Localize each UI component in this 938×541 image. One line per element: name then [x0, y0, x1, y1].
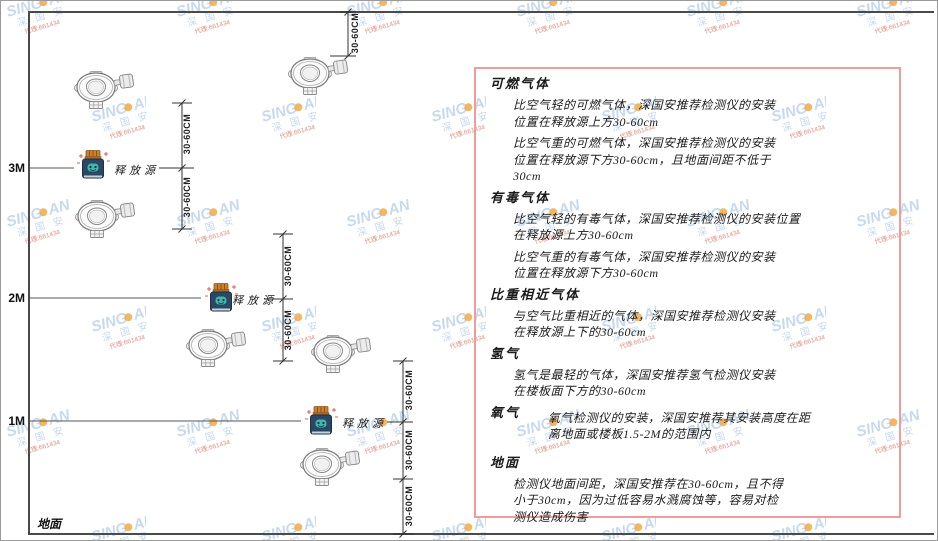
- dim-label-30-60cm: 30-60CM: [404, 429, 414, 471]
- text-line: 比空气轻的可燃气体，深国安推荐检测仪的安装: [513, 98, 776, 112]
- text-line: 与空气比重相近的气体，深国安推荐检测仪安装: [513, 308, 776, 323]
- section-combustible-gas: 可燃气体 比空气轻的可燃气体，深国安推荐检测仪的安装 位置在释放源上方30-60…: [490, 76, 885, 185]
- release-source-icon: [303, 406, 339, 437]
- text-line: 位置在释放源下方30-60cm: [513, 266, 659, 280]
- text-line: 在释放源上下的30-60cm: [513, 325, 646, 339]
- section-heading: 有毒气体: [490, 189, 551, 205]
- gas-detector-icon: [311, 335, 373, 373]
- paragraph: 与空气比重相近的气体，深国安推荐检测仪安装 在释放源上下的30-60cm: [490, 308, 885, 341]
- dim-label-30-60cm: 30-60CM: [283, 309, 293, 351]
- section-hydrogen: 氢气 氢气是最轻的气体，深国安推荐氢气检测仪安装 在楼板面下方的30-60cm: [490, 346, 885, 400]
- dim-label-30-60cm: 30-60CM: [182, 176, 192, 218]
- text-line: 位置在释放源上方30-60cm: [513, 114, 659, 129]
- section-similar-density-gas: 比重相近气体 与空气比重相近的气体，深国安推荐检测仪安装 在释放源上下的30-6…: [490, 287, 885, 341]
- section-heading: 比重相近气体: [490, 286, 581, 302]
- release-source-icon: [203, 283, 239, 314]
- dimension-line-ceiling: [330, 8, 356, 60]
- release-source-label: 释放源: [232, 295, 277, 307]
- dim-label-30-60cm: 30-60CM: [404, 369, 414, 411]
- info-panel: 可燃气体 比空气轻的可燃气体，深国安推荐检测仪的安装 位置在释放源上方30-60…: [474, 67, 901, 524]
- dimension-line-3m: [159, 99, 194, 233]
- paragraph: 氢气是最轻的气体，深国安推荐氢气检测仪安装 在楼板面下方的30-60cm: [490, 367, 885, 400]
- height-label-3m: 3M: [8, 161, 25, 175]
- release-source-label: 释放源: [342, 418, 387, 430]
- paragraph: 比空气轻的有毒气体，深国安推荐检测仪的安装位置 在释放源上方30-60cm: [490, 211, 885, 244]
- gas-detector-icon: [75, 200, 137, 238]
- dim-label-30-60cm: 30-60CM: [350, 12, 360, 54]
- ground-label: 地面: [37, 517, 62, 531]
- text-line: 比空气轻的有毒气体，深国安推荐检测仪的安装位置: [513, 211, 801, 226]
- height-label-1m: 1M: [8, 414, 25, 428]
- dim-label-30-60cm: 30-60CM: [182, 113, 192, 155]
- gas-detector-icon: [74, 71, 136, 109]
- paragraph: 比空气重的有毒气体，深国安推荐检测仪的安装 位置在释放源下方30-60cm: [490, 249, 885, 282]
- section-toxic-gas: 有毒气体 比空气轻的有毒气体，深国安推荐检测仪的安装位置 在释放源上方30-60…: [490, 190, 885, 282]
- height-label-2m: 2M: [8, 291, 25, 305]
- section-heading: 地面: [490, 454, 521, 470]
- text-line: 小于30cm，因为过低容易水溅腐蚀等，容易对检: [513, 493, 779, 507]
- dimension-line-1m: [387, 357, 413, 538]
- paragraph: 氧气检测仪的安装，深国安推荐其安装高度在距 离地面或楼板1.5-2M的范围内: [548, 410, 811, 443]
- section-oxygen: 氧气 氧气检测仪的安装，深国安推荐其安装高度在距 离地面或楼板1.5-2M的范围…: [490, 405, 885, 443]
- paragraph: 比空气重的可燃气体，深国安推荐检测仪的安装 位置在释放源下方30-60cm，且地…: [490, 135, 885, 185]
- section-ground: 地面 检测仪地面间距，深国安推荐在30-60cm，且不得 小于30cm，因为过低…: [490, 455, 885, 526]
- text-line: 比空气重的有毒气体，深国安推荐检测仪的安装: [513, 249, 776, 264]
- text-line: 在释放源上方30-60cm: [513, 228, 634, 242]
- text-line: 氢气是最轻的气体，深国安推荐氢气检测仪安装: [513, 367, 776, 382]
- text-line: 离地面或楼板1.5-2M的范围内: [548, 427, 711, 441]
- gas-detector-icon: [186, 329, 248, 367]
- paragraph: 比空气轻的可燃气体，深国安推荐检测仪的安装 位置在释放源上方30-60cm: [490, 97, 885, 130]
- text-line: 30cm: [513, 169, 541, 183]
- text-line: 氧气检测仪的安装，深国安推荐其安装高度在距: [548, 410, 811, 425]
- release-source-label: 释放源: [114, 165, 159, 177]
- height-leader-lines: [30, 167, 301, 422]
- section-heading: 氢气: [490, 345, 521, 361]
- gas-detector-icon: [288, 57, 350, 95]
- text-line: 测仪造成伤害: [513, 509, 589, 524]
- dim-label-30-60cm: 30-60CM: [404, 485, 414, 527]
- text-line: 检测仪地面间距，深国安推荐在30-60cm，且不得: [513, 476, 784, 491]
- release-source-icon: [75, 150, 111, 181]
- dim-label-30-60cm: 30-60CM: [283, 245, 293, 287]
- text-line: 位置在释放源下方30-60cm，且地面间距不低于: [513, 152, 771, 167]
- paragraph: 检测仪地面间距，深国安推荐在30-60cm，且不得 小于30cm，因为过低容易水…: [490, 476, 885, 526]
- dimension-line-2m: [264, 230, 293, 365]
- text-line: 比空气重的可燃气体，深国安推荐检测仪的安装: [513, 136, 776, 150]
- section-heading: 可燃气体: [490, 76, 551, 91]
- gas-detector-icon: [300, 448, 362, 486]
- text-line: 在楼板面下方的30-60cm: [513, 384, 646, 398]
- section-heading: 氧气: [490, 404, 521, 420]
